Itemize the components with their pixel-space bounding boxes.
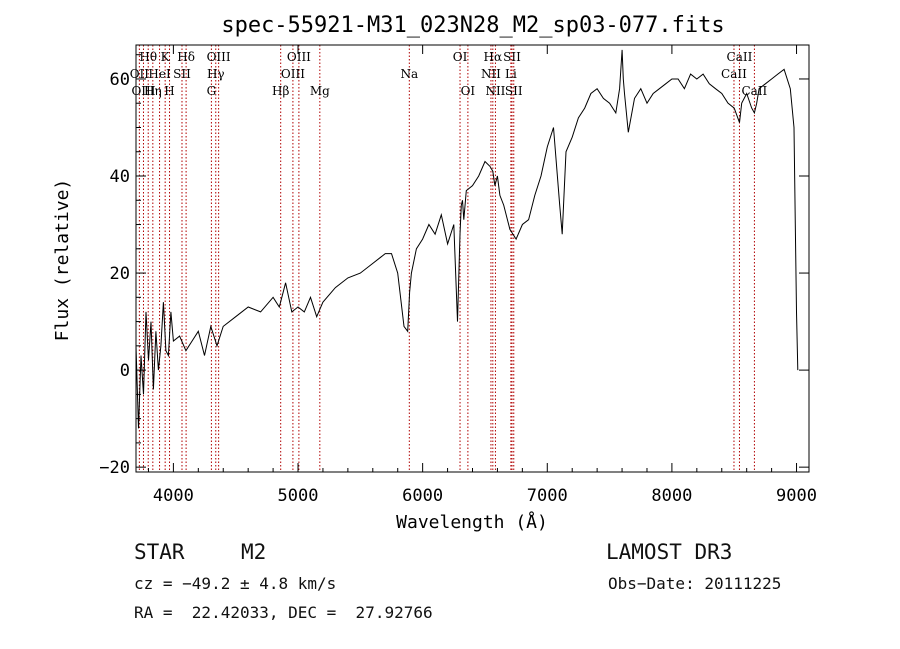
y-tick-label: 20 [110, 264, 130, 284]
line-marker-label: Hα [484, 50, 503, 64]
line-marker-label: Hθ [139, 50, 157, 64]
y-tick-label: 40 [110, 167, 130, 187]
line-marker-label: SII [503, 50, 521, 64]
y-axis: −20 0 20 40 60 [99, 54, 809, 478]
line-marker-label: OI [453, 50, 468, 64]
line-marker-label: Hη [144, 84, 162, 98]
line-marker-label: Na [400, 67, 418, 81]
chart-title: spec-55921-M31_023N28_M2_sp03-077.fits [221, 13, 724, 38]
y-tick-label: −20 [99, 458, 130, 478]
x-tick-label: 6000 [402, 486, 443, 506]
line-marker-label: NII [485, 84, 505, 98]
spectrum-line [135, 49, 799, 429]
line-marker-label: SII [505, 84, 523, 98]
line-marker-label: Hγ [207, 67, 225, 81]
spectrum-chart: spec-55921-M31_023N28_M2_sp03-077.fits H… [52, 13, 817, 533]
line-marker-label: H [164, 84, 174, 98]
line-marker-label: Mg [310, 84, 330, 98]
line-markers [138, 45, 755, 472]
line-marker-label: CaII [721, 67, 747, 81]
object-subclass: M2 [241, 540, 267, 564]
sky-coordinates: RA = 22.42033, DEC = 27.92766 [134, 603, 433, 622]
line-marker-label: OIII [287, 50, 311, 64]
x-axis-label: Wavelength (Å) [396, 511, 548, 533]
x-axis: 4000 5000 6000 7000 8000 9000 [147, 45, 817, 506]
redshift-velocity: cz = −49.2 ± 4.8 km/s [134, 574, 337, 593]
line-marker-label: OII [130, 67, 150, 81]
y-tick-label: 0 [120, 361, 130, 381]
line-marker-label: NII [481, 67, 501, 81]
line-marker-labels: Hθ OII OIII K HeI Hη H SII Hδ OIII Hγ G Hβ OIII OIII Mg… [130, 50, 768, 98]
x-tick-label: 4000 [153, 486, 194, 506]
line-marker-label: OIII [131, 84, 155, 98]
line-marker-label: K [161, 50, 171, 64]
line-marker-label: G [207, 84, 217, 98]
x-tick-label: 5000 [278, 486, 319, 506]
line-marker-label: Hβ [272, 84, 289, 98]
line-marker-label: CaII [727, 50, 753, 64]
line-marker-label: HeI [148, 67, 171, 81]
y-axis-label: Flux (relative) [52, 179, 73, 342]
line-marker-label: Li [505, 67, 517, 81]
line-marker-label: OIII [281, 67, 305, 81]
line-marker-label: SII [173, 67, 191, 81]
y-tick-label: 60 [110, 70, 130, 90]
line-marker-label: Hδ [177, 50, 195, 64]
line-marker-label: OIII [207, 50, 231, 64]
survey-name: LAMOST DR3 [606, 540, 733, 564]
x-tick-label: 9000 [776, 486, 817, 506]
line-marker-label: OI [461, 84, 476, 98]
object-class: STAR [134, 540, 185, 564]
plot-frame [135, 44, 810, 473]
observation-date: Obs−Date: 20111225 [608, 574, 782, 593]
x-tick-label: 8000 [651, 486, 692, 506]
x-tick-label: 7000 [527, 486, 568, 506]
